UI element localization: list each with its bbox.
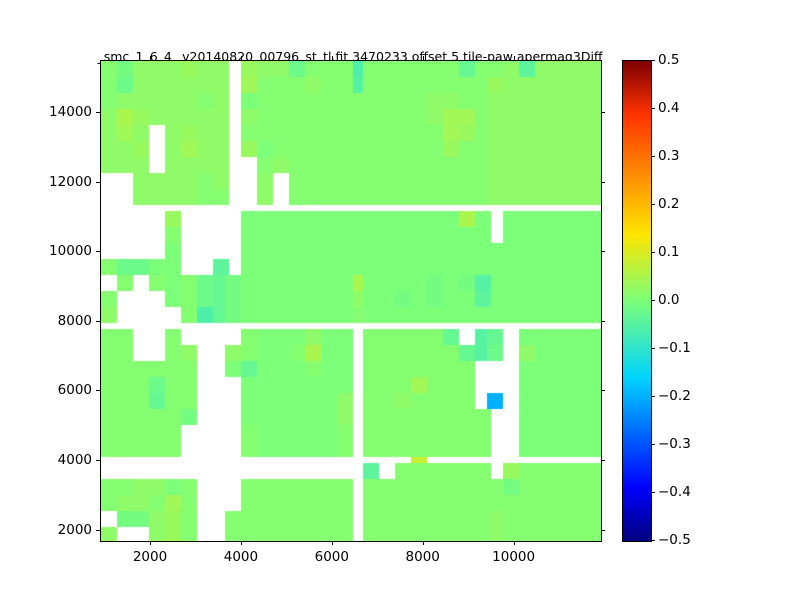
- colorbar-tick-label: 0.4: [658, 100, 680, 116]
- y-tick-mark: [96, 112, 100, 114]
- colorbar-tick-label: 0.0: [658, 292, 680, 308]
- colorbar-tick-mark: [651, 540, 655, 541]
- x-tick-mark-top: [331, 56, 333, 60]
- colorbar: [622, 60, 652, 542]
- colorbar-tick-label: −0.3: [658, 436, 691, 452]
- y-tick-label: 2000: [57, 521, 92, 538]
- colorbar-tick-label: −0.5: [658, 532, 691, 548]
- y-tick-mark: [96, 181, 100, 183]
- y-tick-label: 12000: [49, 173, 92, 190]
- colorbar-tick-label: 0.5: [658, 52, 680, 68]
- x-tick-mark-top: [240, 56, 242, 60]
- colorbar-tick-mark: [651, 396, 655, 397]
- colorbar-tick-label: −0.1: [658, 340, 691, 356]
- y-tick-label: 8000: [57, 312, 92, 329]
- colorbar-tick-mark: [651, 300, 655, 301]
- y-tick-mark-right: [601, 251, 605, 253]
- colorbar-tick-mark: [651, 492, 655, 493]
- x-tick-mark-top: [150, 56, 151, 60]
- x-tick-mark-top: [513, 56, 515, 60]
- x-tick-label: 2000: [132, 549, 168, 565]
- colorbar-tick-mark: [651, 252, 655, 253]
- x-tick-mark: [240, 541, 242, 545]
- colorbar-tick-mark: [651, 60, 655, 61]
- y-tick-mark-right: [601, 181, 605, 183]
- x-tick-label: 10000: [492, 549, 536, 565]
- x-tick-label: 4000: [223, 549, 259, 565]
- colorbar-canvas: [623, 61, 651, 541]
- y-tick-mark-right: [601, 390, 605, 392]
- y-tick-label: 10000: [49, 243, 92, 260]
- colorbar-tick-mark: [651, 444, 655, 445]
- x-tick-mark-top: [422, 56, 424, 60]
- x-tick-mark: [331, 541, 333, 545]
- x-tick-mark: [422, 541, 424, 545]
- x-tick-label: 8000: [405, 549, 440, 565]
- y-tick-mark: [96, 251, 100, 253]
- colorbar-tick-label: −0.2: [658, 388, 691, 404]
- colorbar-tick-label: 0.2: [658, 196, 680, 212]
- colorbar-tick-mark: [651, 108, 655, 109]
- y-tick-mark-right: [601, 460, 605, 461]
- y-tick-label: 14000: [49, 104, 92, 121]
- colorbar-tick-label: 0.1: [658, 244, 680, 260]
- heatmap-canvas: [101, 61, 601, 541]
- x-tick-mark: [150, 541, 151, 545]
- y-tick-mark-right: [601, 112, 605, 114]
- colorbar-tick-mark: [651, 156, 655, 157]
- y-tick-mark: [96, 320, 100, 322]
- y-tick-label: 4000: [57, 452, 92, 468]
- y-tick-mark: [96, 529, 100, 531]
- y-tick-label: 6000: [57, 382, 92, 399]
- colorbar-tick-label: 0.3: [658, 148, 680, 164]
- colorbar-tick-label: −0.4: [658, 484, 691, 500]
- y-tick-mark-right: [601, 320, 605, 322]
- colorbar-tick-mark: [651, 348, 655, 349]
- x-tick-mark: [513, 541, 515, 545]
- y-tick-mark: [96, 460, 100, 461]
- heatmap-axes: [100, 60, 602, 542]
- y-tick-mark-right: [601, 529, 605, 531]
- x-tick-label: 6000: [314, 549, 349, 565]
- y-tick-mark: [96, 390, 100, 392]
- colorbar-tick-mark: [651, 204, 655, 205]
